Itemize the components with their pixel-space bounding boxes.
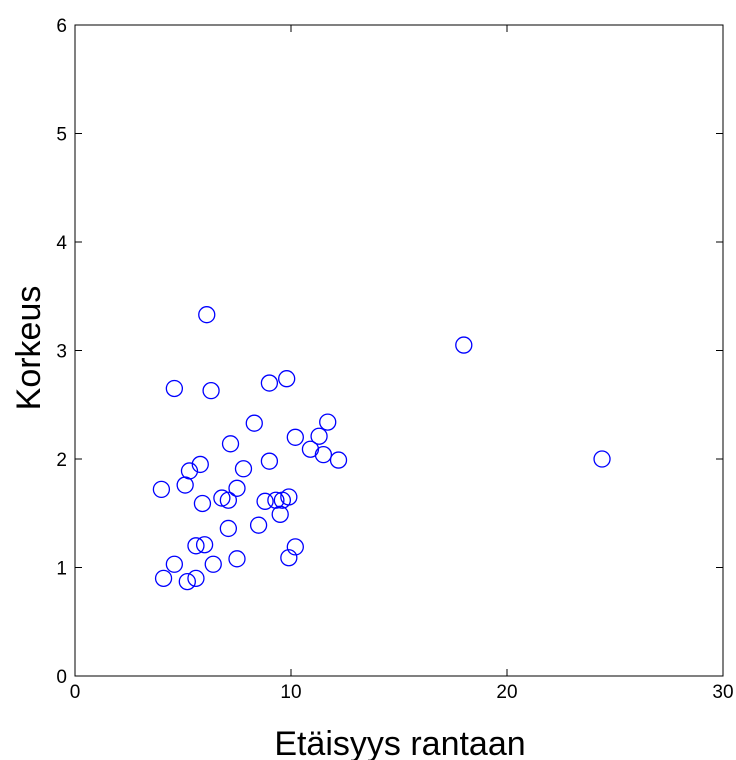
- data-point: [195, 536, 214, 554]
- data-point: [256, 492, 274, 510]
- data-point: [319, 413, 337, 431]
- data-point: [165, 555, 184, 573]
- tick-labels: 0 10 20 30 0 1 2 3 4 5 6: [56, 16, 733, 703]
- data-point: [455, 336, 473, 354]
- y-tick-label: 5: [56, 125, 67, 146]
- data-point: [260, 374, 279, 392]
- data-point: [193, 494, 212, 513]
- y-axis-label: Korkeus: [10, 286, 48, 411]
- tick-marks: [74, 24, 724, 677]
- data-point: [228, 479, 246, 497]
- data-point: [280, 549, 298, 567]
- data-points: [152, 306, 611, 591]
- data-point: [219, 519, 238, 538]
- data-point: [310, 427, 328, 445]
- data-point: [249, 516, 268, 534]
- x-tick-label: 30: [712, 682, 733, 703]
- data-point: [593, 450, 611, 468]
- data-point: [187, 569, 205, 587]
- data-point: [213, 489, 231, 507]
- x-tick-label: 20: [496, 682, 517, 703]
- data-point: [154, 569, 173, 587]
- y-tick-label: 3: [56, 342, 67, 363]
- data-point: [180, 462, 199, 480]
- data-point: [301, 440, 320, 458]
- data-point: [228, 550, 246, 568]
- y-tick-label: 4: [56, 233, 67, 254]
- data-point: [178, 572, 196, 591]
- data-point: [198, 306, 216, 324]
- data-point: [152, 480, 171, 499]
- data-point: [234, 460, 253, 478]
- data-point: [280, 488, 298, 506]
- y-tick-label: 6: [56, 16, 67, 37]
- x-tick-label: 0: [70, 682, 81, 703]
- y-tick-label: 1: [56, 559, 67, 580]
- data-point: [260, 452, 279, 470]
- x-axis-label: Etäisyys rantaan: [274, 725, 525, 760]
- data-point: [219, 491, 238, 509]
- data-point: [191, 455, 209, 474]
- data-point: [187, 537, 205, 555]
- data-point: [165, 379, 184, 398]
- data-point: [286, 428, 304, 446]
- data-point: [286, 538, 304, 556]
- data-point: [204, 555, 222, 573]
- x-tick-label: 10: [280, 682, 301, 703]
- data-point: [271, 505, 289, 523]
- data-point: [314, 446, 333, 464]
- y-tick-label: 0: [56, 667, 67, 688]
- data-point: [202, 381, 220, 400]
- data-point: [221, 435, 240, 453]
- plot-area: [74, 24, 724, 677]
- data-point: [329, 451, 348, 469]
- y-tick-label: 2: [56, 450, 67, 471]
- data-point: [245, 414, 263, 432]
- data-point: [278, 370, 296, 388]
